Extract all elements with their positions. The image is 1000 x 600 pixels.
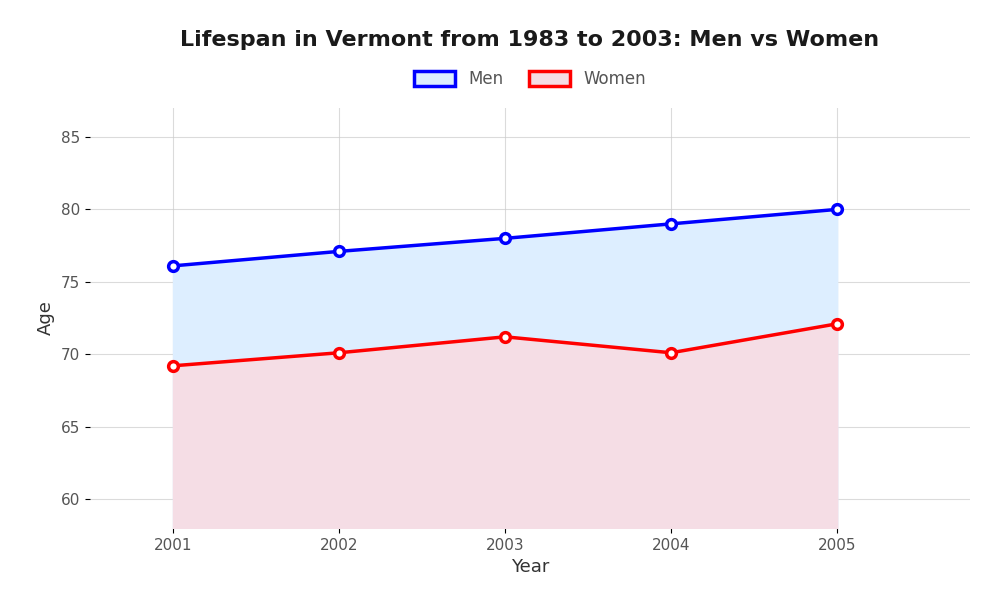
Y-axis label: Age: Age [37, 301, 55, 335]
Title: Lifespan in Vermont from 1983 to 2003: Men vs Women: Lifespan in Vermont from 1983 to 2003: M… [180, 29, 880, 49]
X-axis label: Year: Year [511, 558, 549, 576]
Legend: Men, Women: Men, Women [405, 62, 655, 97]
